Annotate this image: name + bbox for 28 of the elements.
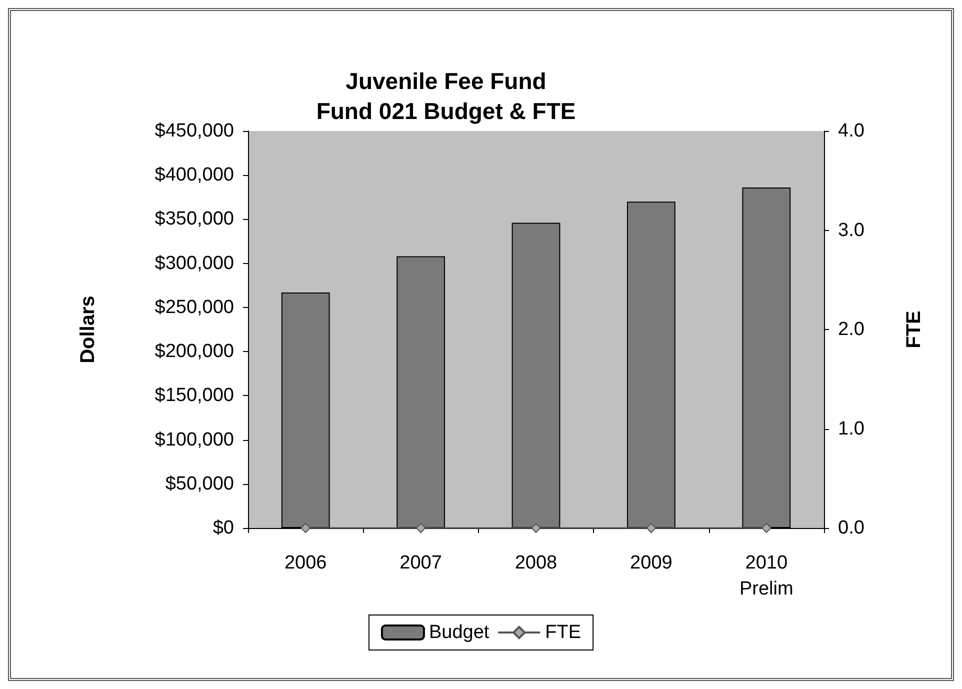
y-tick-label: $100,000 — [154, 429, 234, 450]
y-tick-label: $400,000 — [154, 164, 234, 186]
y-tick-label: $150,000 — [154, 385, 234, 406]
y2-tick-label: 2.0 — [838, 319, 864, 340]
x-tick-label: 2010 Prelim — [739, 552, 794, 600]
x-tick-label: 2006 — [284, 552, 327, 574]
x-tick-label: 2008 — [514, 552, 558, 574]
x-tick-label: 2009 — [630, 552, 672, 574]
x-tick-label: 2007 — [400, 552, 442, 574]
bar — [396, 256, 445, 528]
y-tick-label: $250,000 — [154, 296, 234, 318]
y-axis-title: Dollars — [77, 296, 99, 364]
y-tick-label: $0 — [212, 518, 234, 538]
y2-tick-label: 0.0 — [838, 518, 864, 538]
y2-tick-label: 4.0 — [838, 120, 864, 142]
chart-title: Juvenile Fee Fund Fund 021 Budget & FTE — [316, 68, 576, 124]
y2-tick-label: 3.0 — [838, 220, 864, 241]
legend-label: Budget — [428, 622, 490, 643]
legend-label: FTE — [545, 622, 582, 643]
bar — [512, 222, 560, 528]
y-tick-label: $350,000 — [154, 208, 234, 230]
y2-tick-label: 1.0 — [838, 418, 864, 440]
bar — [627, 202, 676, 528]
y-tick-label: $300,000 — [154, 252, 234, 274]
y-tick-label: $50,000 — [165, 473, 234, 494]
y-tick-label: $450,000 — [154, 120, 234, 142]
y2-axis-title: FTE — [903, 310, 925, 348]
y-tick-label: $200,000 — [154, 341, 234, 362]
